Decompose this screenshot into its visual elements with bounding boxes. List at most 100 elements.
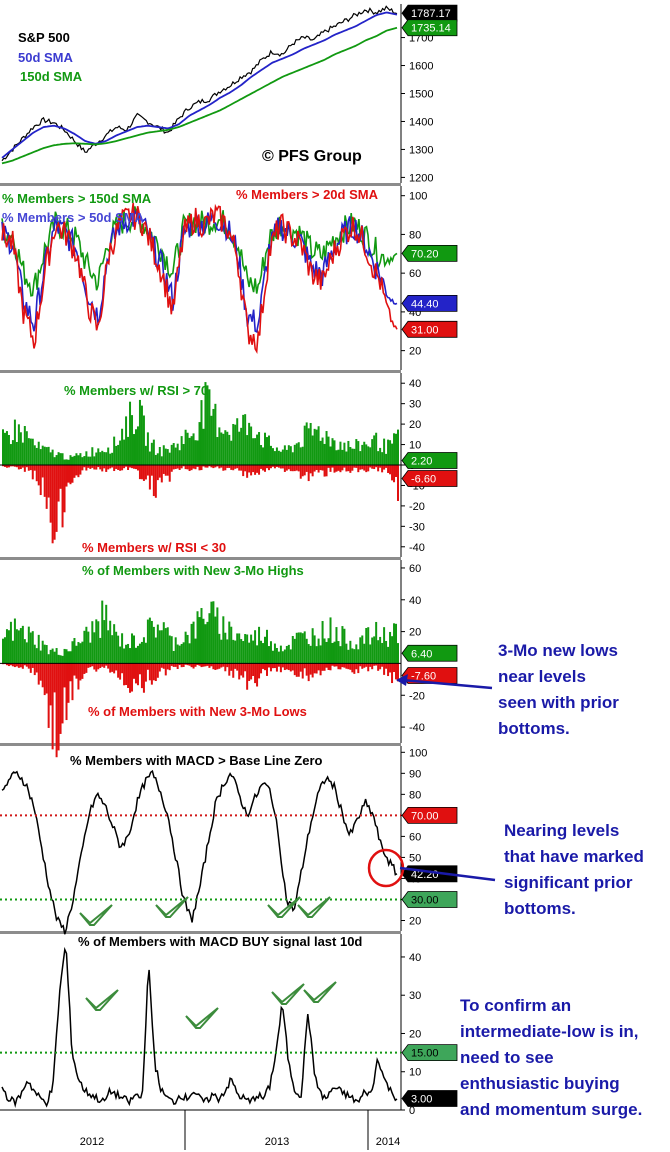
new-lows-bar — [81, 663, 84, 679]
rsi-high-bar — [125, 416, 128, 465]
rsi-low-bar — [99, 465, 102, 470]
new-lows-bar-tag-label: -7.60 — [411, 671, 436, 683]
new-highs-bar — [138, 643, 141, 664]
new-highs-bar — [33, 644, 36, 664]
panel5-tick-label: 20 — [409, 915, 421, 927]
rsi-high-bar — [303, 425, 306, 465]
rsi-high-bar — [329, 446, 332, 465]
new-lows-bar — [216, 663, 219, 670]
new-highs-bar — [111, 635, 114, 664]
new-lows-bar — [377, 663, 380, 671]
new-lows-bar — [69, 663, 72, 682]
new-lows-bar — [63, 663, 66, 688]
x-tick-label-2012: 2012 — [80, 1136, 104, 1148]
rsi-high-bar — [313, 428, 316, 465]
panel3-tick-label: -30 — [409, 521, 425, 533]
rsi-low-bar — [188, 465, 191, 472]
panel-separator — [0, 557, 401, 560]
rsi-low-bar — [385, 465, 388, 468]
new-lows-bar — [160, 663, 163, 668]
rsi-high-bar — [113, 436, 116, 465]
rsi-high-bar — [347, 440, 350, 465]
rsi-low-bar — [232, 465, 235, 471]
new-highs-bar — [49, 649, 52, 664]
rsi-low-bar — [293, 465, 296, 472]
rsi-high-bar — [59, 453, 62, 465]
new-highs-bar — [57, 654, 60, 664]
rsi-high-bar — [339, 441, 342, 465]
new-lows-bar — [41, 663, 44, 688]
rsi-low-bar — [212, 465, 215, 469]
new-lows-bar — [105, 663, 108, 666]
new-lows-bar — [71, 663, 74, 701]
new-lows-bar — [291, 663, 294, 671]
rsi-high-bar — [23, 426, 26, 465]
rsi-low-bar — [234, 465, 237, 469]
rsi-low-bar — [335, 465, 338, 472]
rsi-high-bar — [291, 452, 294, 465]
rsi-low-bar — [91, 465, 94, 468]
rsi-high-bar — [208, 389, 211, 465]
rsi-high-bar — [186, 432, 189, 465]
new-lows-bar — [236, 663, 239, 671]
rsi-low-bar — [353, 465, 356, 468]
rsi-low-bar — [240, 465, 243, 471]
new-lows-bar — [73, 663, 76, 676]
new-highs-bar — [248, 642, 251, 664]
rsi-low-bar — [15, 465, 18, 468]
new-highs-bar — [87, 631, 90, 664]
rsi-low-bar — [31, 465, 34, 480]
new-lows-bar — [152, 663, 155, 681]
new-lows-bar — [281, 663, 284, 668]
rsi-high-bar — [176, 443, 179, 465]
x-tick-label-2014: 2014 — [376, 1136, 400, 1148]
new-lows-bar — [75, 663, 78, 679]
rsi-high-bar — [45, 447, 48, 465]
new-lows-bar — [218, 663, 221, 669]
new-lows-bar — [107, 663, 110, 669]
new-lows-bar — [194, 663, 197, 667]
new-highs-bar — [83, 630, 86, 664]
new-highs-bar — [17, 630, 20, 664]
panel3-legend-rsi-high: % Members w/ RSI > 70 — [64, 383, 208, 398]
new-lows-bar — [17, 663, 20, 668]
rsi-high-bar — [248, 422, 251, 465]
rsi-high-bar — [156, 453, 159, 465]
new-highs-bar — [79, 643, 82, 664]
new-lows-bar — [29, 663, 32, 673]
new-lows-bar — [309, 663, 312, 675]
new-highs-bar — [339, 646, 342, 664]
new-lows-bar — [119, 663, 122, 680]
new-highs-bar — [178, 645, 181, 664]
rsi-low-bar — [105, 465, 108, 472]
rsi-high-bar — [256, 434, 259, 465]
new-highs-bar — [224, 632, 227, 664]
new-lows-bar — [214, 663, 217, 670]
new-highs-bar — [349, 640, 352, 664]
rsi-low-bar — [87, 465, 90, 468]
new-lows-bar — [186, 663, 189, 666]
new-lows-bar — [327, 663, 330, 670]
rsi-low-bar — [109, 465, 112, 469]
new-highs-bar — [55, 648, 58, 664]
new-lows-bar — [250, 663, 253, 680]
rsi-high-bar — [9, 444, 12, 465]
new-highs-bar — [271, 650, 274, 664]
new-lows-bar — [321, 663, 324, 671]
rsi-high-bar — [103, 452, 106, 465]
rsi-low-bar — [359, 465, 362, 470]
rsi-high-bar — [297, 442, 300, 465]
rsi-high-bar — [393, 433, 396, 465]
new-lows-bar — [180, 663, 183, 668]
new-highs-bar — [242, 641, 245, 664]
rsi-high-bar — [317, 426, 320, 465]
rsi-high-bar — [194, 440, 197, 465]
rsi-high-bar — [19, 432, 22, 465]
rsi-low-bar — [343, 465, 346, 468]
rsi-low-bar — [3, 465, 6, 467]
rsi-low-bar — [297, 465, 300, 472]
check-mark-icon — [297, 896, 331, 918]
new-lows-bar — [127, 663, 130, 689]
new-lows-bar — [101, 663, 104, 667]
panel3-tick-label: -20 — [409, 501, 425, 513]
